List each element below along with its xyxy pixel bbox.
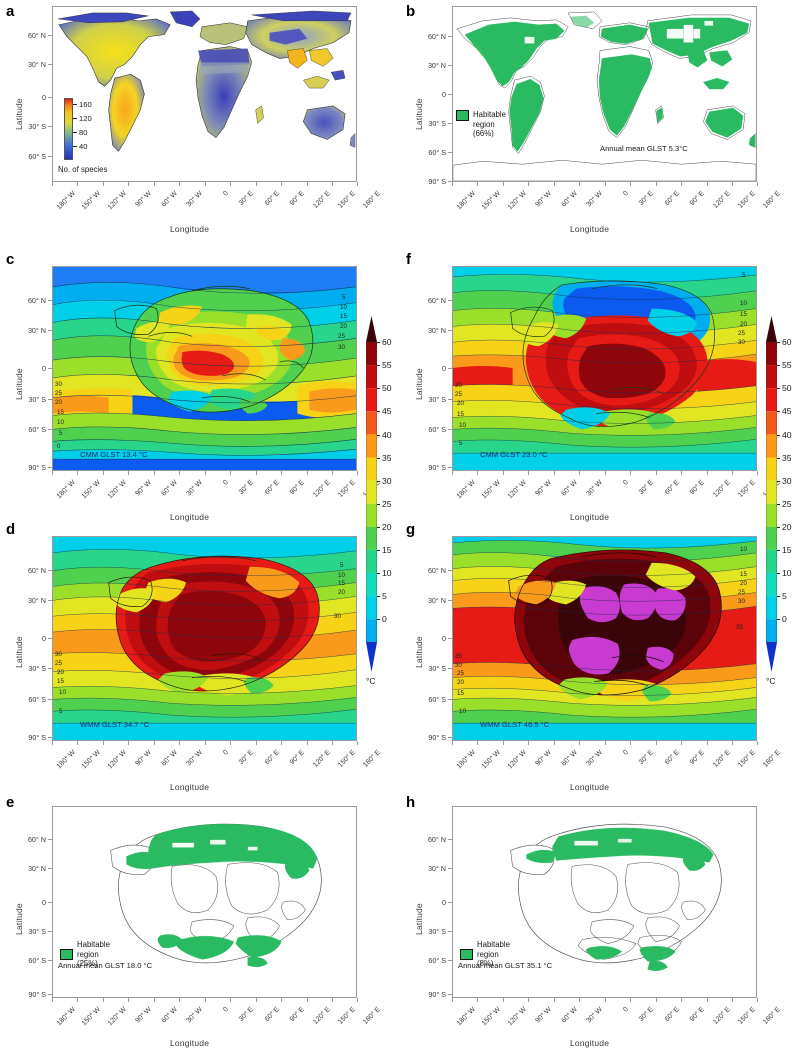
- panel-f-glst-annotation: CMM GLST 23.0 °C: [480, 450, 548, 459]
- panel-h-x-axis-label: Longitude: [570, 1038, 610, 1048]
- panel-c-x-axis-label: Longitude: [170, 512, 210, 522]
- cmm-temperature-map-c-graphic: [53, 267, 356, 470]
- panel-h-letter: h: [406, 794, 416, 811]
- panel-c-glst-annotation: CMM GLST 13.4 °C: [80, 450, 148, 459]
- panel-g-letter: g: [406, 521, 416, 538]
- panel-b-map: [452, 6, 757, 182]
- panel-e-map: [52, 806, 357, 998]
- temperature-colorbar-right: [765, 316, 778, 672]
- panel-b-letter: b: [406, 3, 416, 20]
- panel-f-letter: f: [406, 251, 411, 268]
- habitability-map-e-graphic: [110, 823, 322, 968]
- habitable-region-swatch: [456, 110, 469, 121]
- panel-g-x-axis-label: Longitude: [570, 782, 610, 792]
- wmm-temperature-map-g-graphic: [453, 537, 756, 740]
- panel-e-letter: e: [6, 794, 15, 811]
- panel-h-map: [452, 806, 757, 998]
- temperature-colorbar-right-graphic: [765, 316, 778, 672]
- panel-b-glst-annotation: Annual mean GLST 5.3°C: [600, 144, 688, 153]
- panel-a-letter: a: [6, 3, 15, 20]
- habitability-map-modern-graphic: [453, 11, 756, 181]
- cmm-temperature-map-f-graphic: [453, 267, 756, 470]
- panel-a-species-colorbar: [64, 98, 73, 160]
- temperature-colorbar-left-unit: °C: [366, 676, 376, 686]
- species-richness-map-graphic: [57, 10, 356, 152]
- panel-f-map: [452, 266, 757, 471]
- panel-b-x-axis-label: Longitude: [570, 224, 610, 234]
- panel-a-colorbar-caption: No. of species: [58, 165, 108, 174]
- panel-d-glst-annotation: WMM GLST 34.7 °C: [80, 720, 150, 729]
- temperature-colorbar-left: [365, 316, 378, 672]
- panel-b-legend: Habitable region (66%): [456, 110, 536, 139]
- panel-d-map: [52, 536, 357, 741]
- panel-d-letter: d: [6, 521, 16, 538]
- panel-h-legend: Habitable region (8%): [460, 940, 510, 969]
- habitable-region-swatch: [460, 948, 473, 960]
- panel-e-legend: Habitable region (25%): [60, 940, 110, 969]
- panel-a-x-axis-label: Longitude: [170, 224, 210, 234]
- panel-b-legend-label: Habitable region (66%): [473, 110, 506, 138]
- temperature-colorbar-right-unit: °C: [766, 676, 776, 686]
- panel-g-glst-annotation: WMM GLST 46.5 °C: [480, 720, 550, 729]
- panel-g-map: [452, 536, 757, 741]
- habitable-region-swatch: [60, 948, 73, 960]
- panel-h-glst-annotation: Annual mean GLST 35.1 °C: [458, 961, 553, 970]
- panel-c-map: [52, 266, 357, 471]
- wmm-temperature-map-d-graphic: [53, 537, 356, 740]
- panel-e-x-axis-label: Longitude: [170, 1038, 210, 1048]
- panel-e-glst-annotation: Annual mean GLST 18.0 °C: [58, 961, 153, 970]
- panel-e-legend-label: Habitable region (25%): [77, 940, 110, 968]
- habitability-map-h-graphic: [510, 823, 722, 972]
- panel-a-map: [52, 6, 357, 182]
- temperature-colorbar-left-graphic: [365, 316, 378, 672]
- panel-f-x-axis-label: Longitude: [570, 512, 610, 522]
- panel-d-x-axis-label: Longitude: [170, 782, 210, 792]
- panel-c-letter: c: [6, 251, 15, 268]
- panel-h-legend-label: Habitable region (8%): [477, 940, 510, 968]
